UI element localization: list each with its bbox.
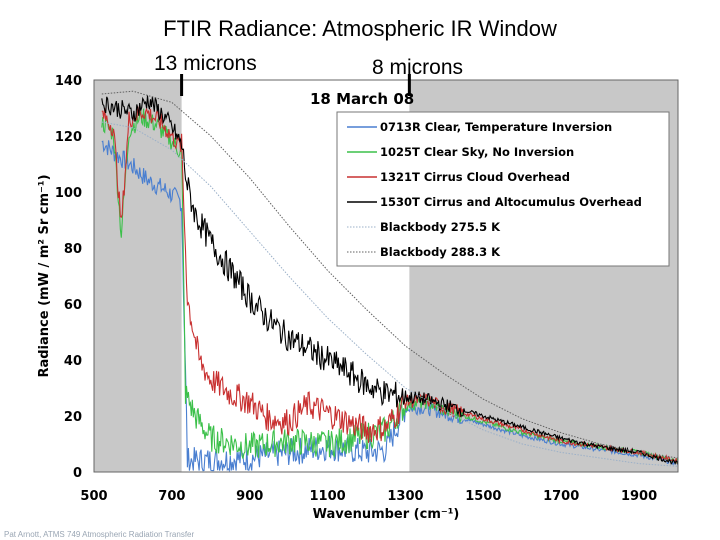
x-axis-label: Wavenumber (cm⁻¹) <box>313 507 460 522</box>
plot-frame <box>93 79 679 473</box>
x-tick-label-4: 1300 <box>387 489 423 504</box>
legend-entry-1: 1025T Clear Sky, No Inversion <box>380 145 574 159</box>
x-tick-label-3: 1100 <box>310 489 346 504</box>
footer-credit: Pat Arnott, ATMS 749 Atmospheric Radiati… <box>4 530 195 539</box>
y-tick-label-0: 0 <box>73 466 82 481</box>
y-tick-label-5: 100 <box>55 186 82 201</box>
y-tick-label-1: 20 <box>64 410 82 425</box>
x-tick-label-5: 1500 <box>465 489 501 504</box>
legend-entry-4: Blackbody 275.5 K <box>380 220 501 234</box>
legend-box <box>336 111 670 267</box>
y-tick-label-4: 80 <box>64 242 82 257</box>
legend-entry-0: 0713R Clear, Temperature Inversion <box>380 120 612 134</box>
y-tick-label-6: 120 <box>55 130 82 145</box>
x-tick-label-6: 1700 <box>543 489 579 504</box>
y-tick-label-2: 40 <box>64 354 82 369</box>
x-tick-label-1: 700 <box>158 489 185 504</box>
band-label-13-microns: 13 microns <box>154 52 257 75</box>
legend-entry-3: 1530T Cirrus and Altocumulus Overhead <box>380 195 642 209</box>
chart-annotation: 18 March 08 <box>310 90 414 108</box>
series-line-2 <box>101 106 679 464</box>
slide-title: FTIR Radiance: Atmospheric IR Window <box>163 16 557 41</box>
x-tick-label-2: 900 <box>236 489 263 504</box>
y-tick-label-7: 140 <box>55 74 82 89</box>
legend-entry-5: Blackbody 288.3 K <box>380 245 501 259</box>
y-tick-label-3: 60 <box>64 298 82 313</box>
x-tick-label-7: 1900 <box>621 489 657 504</box>
series-line-3 <box>101 95 679 465</box>
y-axis-label: Radiance (mW / m² Sr cm⁻¹) <box>37 174 52 377</box>
series-line-4 <box>101 121 679 467</box>
series-line-5 <box>101 90 679 459</box>
x-tick-label-0: 500 <box>80 489 107 504</box>
legend-entry-2: 1321T Cirrus Cloud Overhead <box>380 170 570 184</box>
band-label-8-microns: 8 microns <box>372 56 464 79</box>
